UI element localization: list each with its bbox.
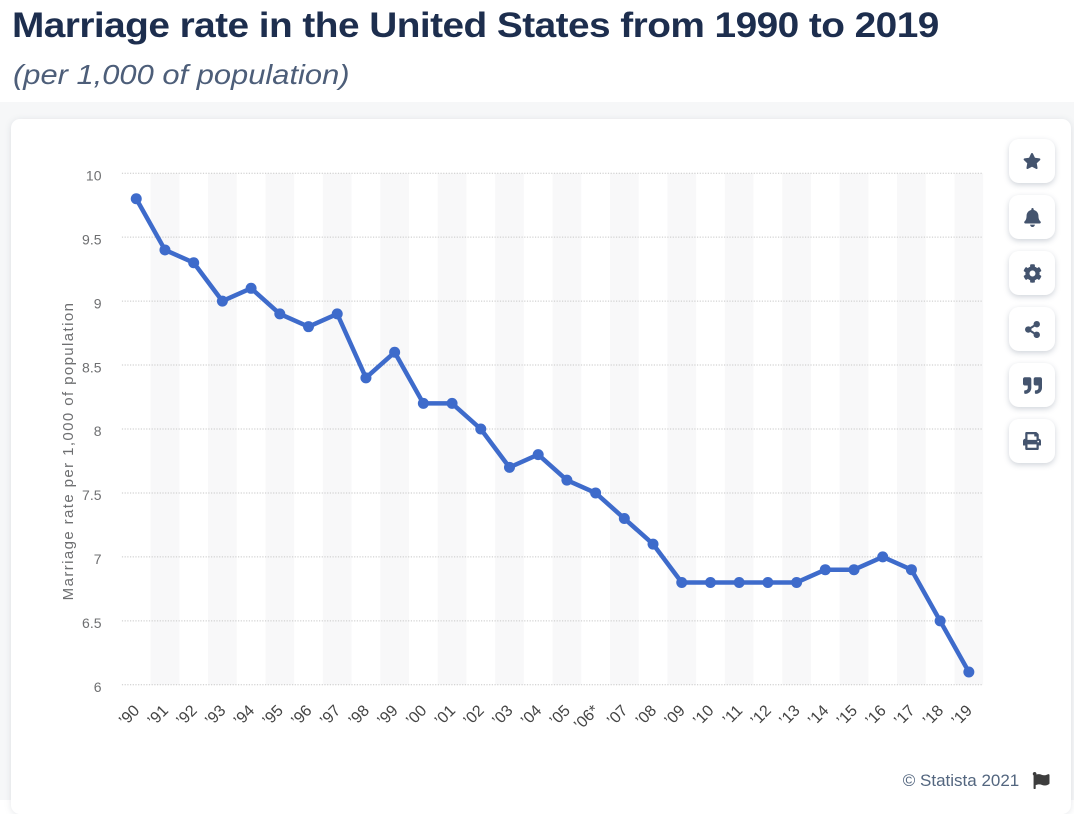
svg-text:’03: ’03: [489, 702, 516, 729]
svg-text:’07: ’07: [604, 702, 631, 729]
svg-text:’09: ’09: [662, 702, 689, 729]
svg-text:’16: ’16: [863, 702, 890, 729]
svg-text:8.5: 8.5: [82, 359, 102, 375]
svg-text:’00: ’00: [403, 702, 430, 729]
svg-text:’11: ’11: [720, 702, 746, 728]
svg-text:7.5: 7.5: [82, 487, 102, 503]
svg-text:’01: ’01: [432, 702, 459, 729]
svg-text:Marriage rate per 1,000 of pop: Marriage rate per 1,000 of population: [60, 302, 77, 601]
svg-text:’15: ’15: [834, 702, 861, 729]
svg-text:10: 10: [86, 167, 102, 183]
svg-text:’08: ’08: [633, 702, 660, 729]
svg-text:’18: ’18: [920, 702, 947, 729]
svg-text:’12: ’12: [748, 702, 775, 729]
svg-text:7: 7: [94, 551, 102, 567]
svg-text:’06*: ’06*: [571, 702, 603, 734]
svg-text:’04: ’04: [518, 702, 545, 729]
svg-text:’91: ’91: [145, 702, 172, 729]
svg-text:’05: ’05: [547, 702, 574, 729]
svg-text:9: 9: [94, 295, 102, 311]
svg-text:’13: ’13: [776, 702, 803, 729]
svg-text:’98: ’98: [346, 702, 373, 729]
svg-text:’14: ’14: [805, 702, 832, 729]
svg-text:’93: ’93: [202, 702, 229, 729]
svg-text:6: 6: [94, 679, 102, 695]
svg-text:’95: ’95: [260, 702, 287, 729]
svg-text:’10: ’10: [690, 702, 717, 729]
svg-text:’96: ’96: [288, 702, 315, 729]
svg-text:’02: ’02: [461, 702, 488, 729]
svg-text:’19: ’19: [949, 702, 976, 729]
svg-text:6.5: 6.5: [82, 615, 102, 631]
svg-text:9.5: 9.5: [82, 231, 102, 247]
svg-text:’99: ’99: [375, 702, 402, 729]
svg-text:’97: ’97: [317, 702, 344, 729]
svg-text:’92: ’92: [174, 702, 201, 729]
svg-text:’94: ’94: [231, 702, 258, 729]
svg-text:8: 8: [94, 423, 102, 439]
svg-text:’90: ’90: [116, 702, 143, 729]
svg-text:’17: ’17: [891, 702, 918, 729]
